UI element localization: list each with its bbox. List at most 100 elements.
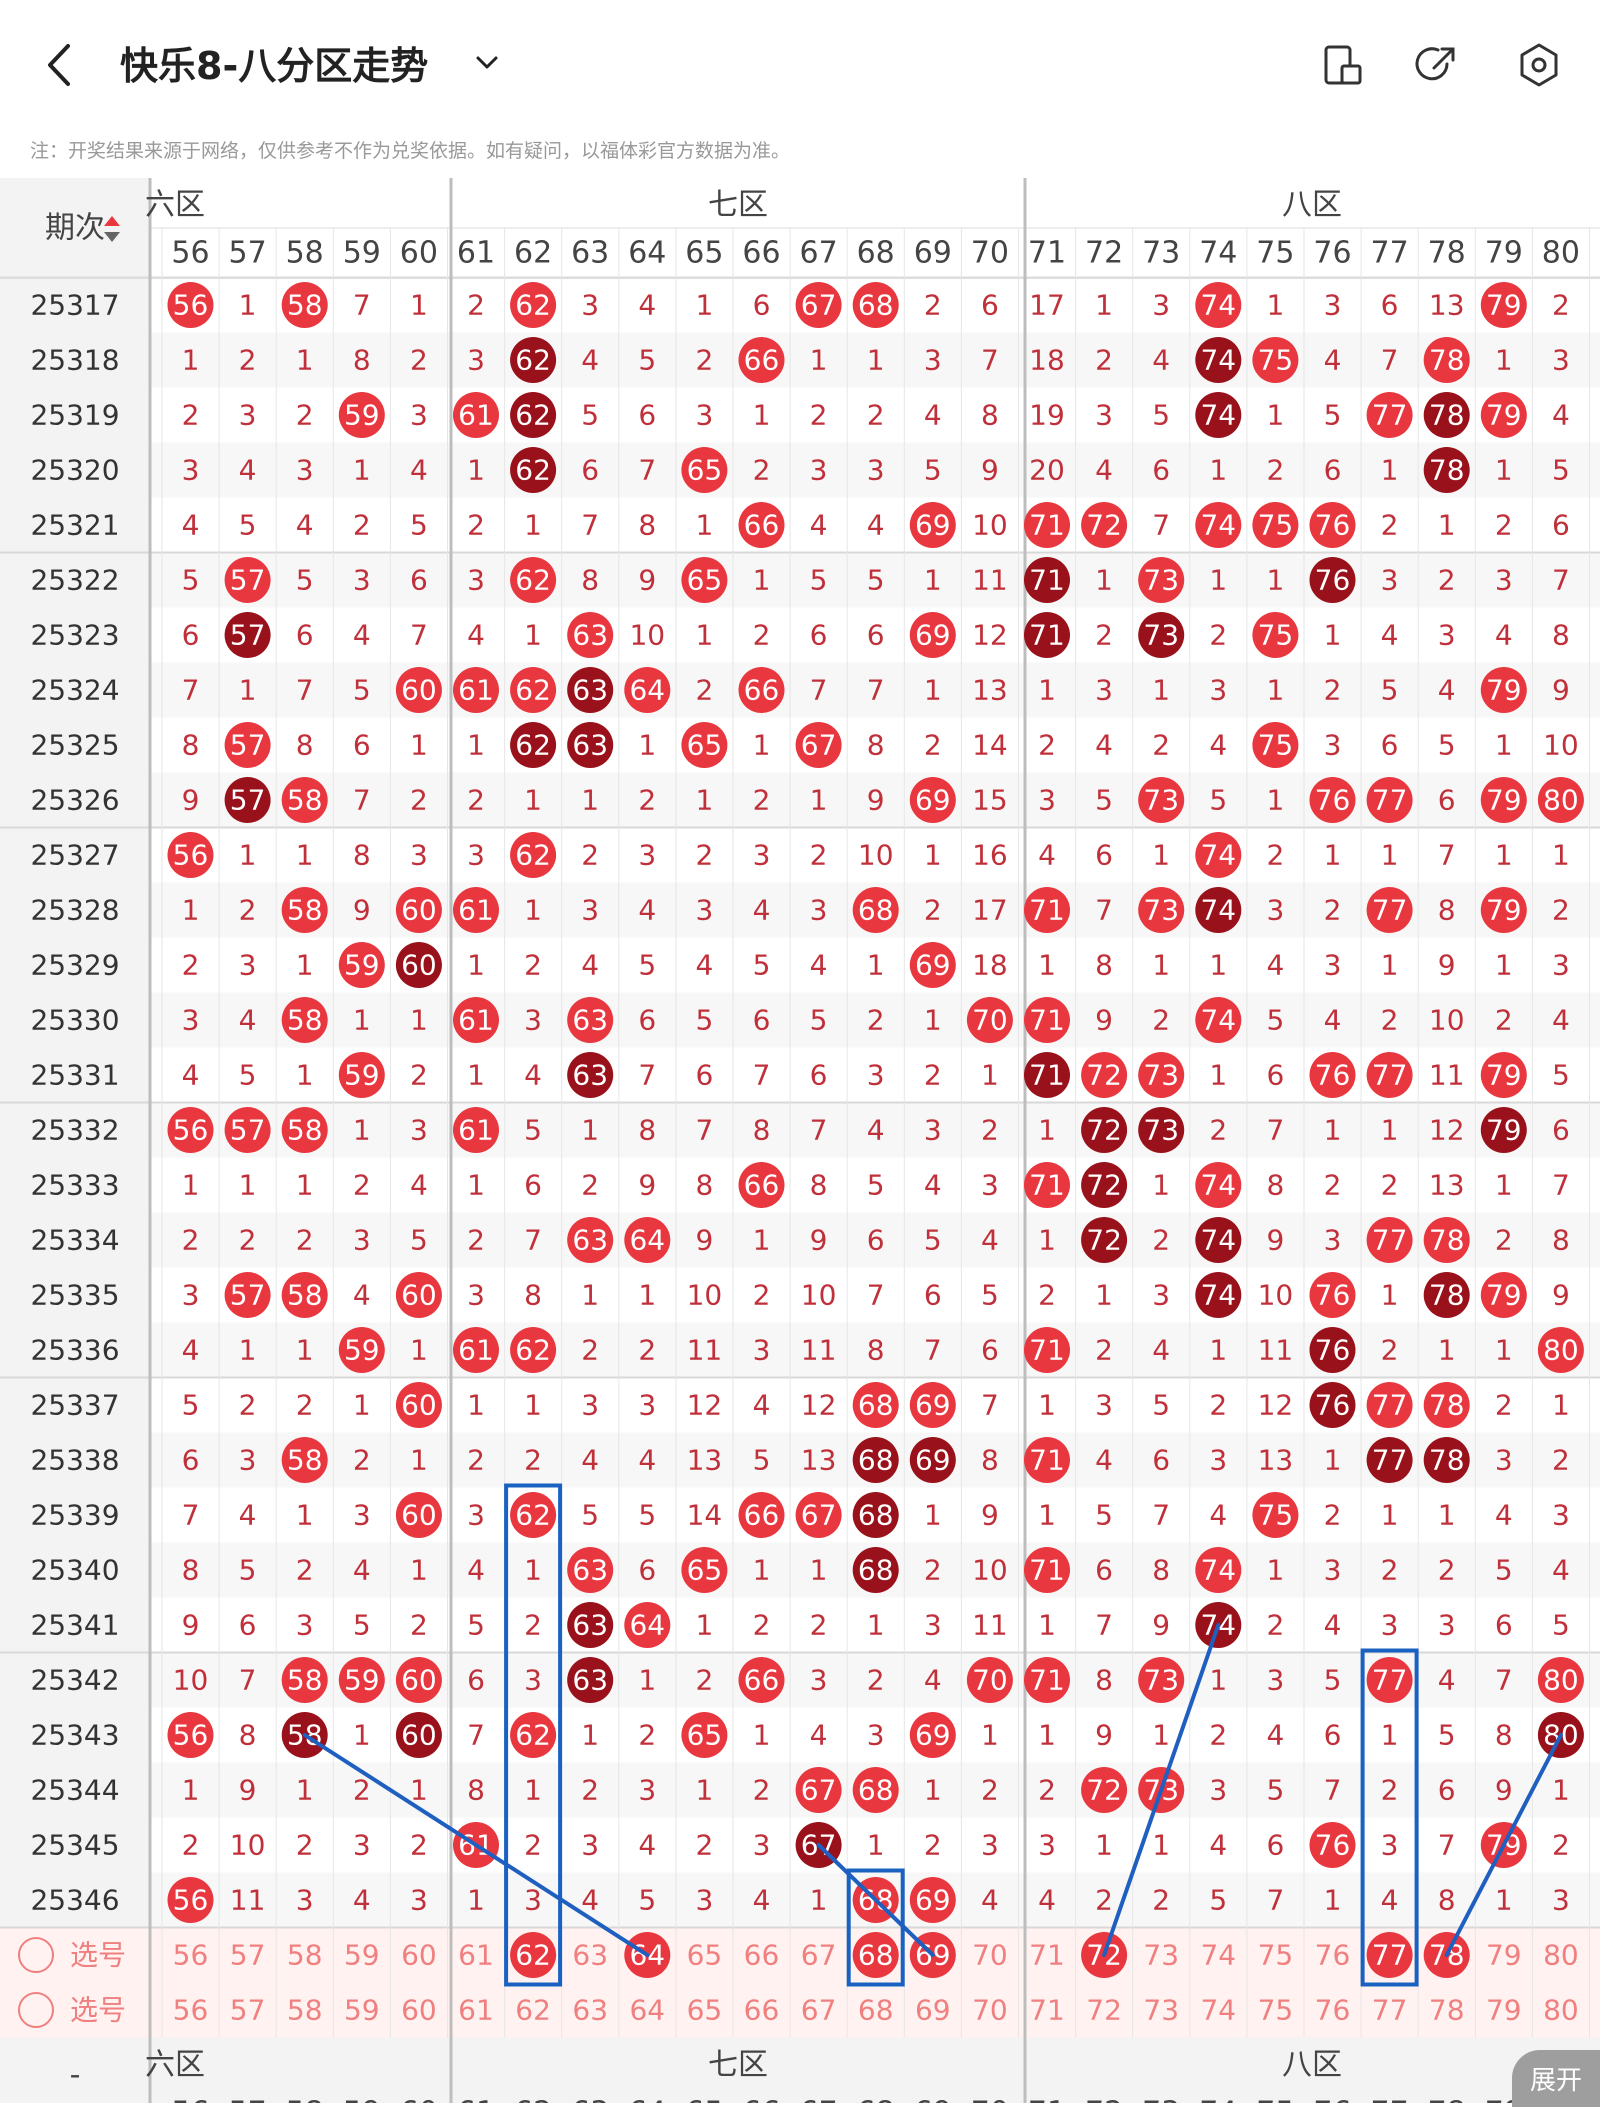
select-number[interactable]: 71 bbox=[1029, 1994, 1065, 2027]
selected-ball[interactable] bbox=[1366, 1932, 1413, 1978]
selected-ball[interactable] bbox=[510, 1932, 557, 1978]
select-row-label[interactable]: 选号 bbox=[70, 1994, 126, 2027]
select-number[interactable]: 74 bbox=[1200, 1994, 1236, 2027]
select-number[interactable]: 76 bbox=[1315, 1939, 1351, 1972]
miss-count: 1 bbox=[1152, 839, 1170, 872]
select-number[interactable]: 66 bbox=[744, 1994, 780, 2027]
select-number[interactable]: 56 bbox=[173, 1994, 209, 2027]
back-icon[interactable] bbox=[40, 40, 80, 90]
miss-count: 5 bbox=[753, 1444, 771, 1477]
disclaimer-note: 注：开奖结果来源于网络，仅供参考不作为兑奖依据。如有疑问，以福体彩官方数据为准。 bbox=[30, 140, 791, 162]
select-number[interactable]: 63 bbox=[572, 1994, 608, 2027]
select-number[interactable]: 61 bbox=[458, 1939, 494, 1972]
share-icon[interactable] bbox=[1412, 40, 1462, 90]
layout-icon[interactable] bbox=[1318, 40, 1368, 90]
hit-number: 59 bbox=[344, 1334, 380, 1367]
select-number[interactable]: 58 bbox=[287, 1994, 323, 2027]
select-number[interactable]: 65 bbox=[687, 1939, 723, 1972]
hit-number: 59 bbox=[344, 949, 380, 982]
select-number[interactable]: 79 bbox=[1486, 1939, 1522, 1972]
select-number[interactable]: 80 bbox=[1543, 1939, 1579, 1972]
select-number[interactable]: 62 bbox=[515, 1994, 551, 2027]
chevron-down-icon[interactable] bbox=[470, 46, 504, 80]
select-number[interactable]: 66 bbox=[744, 1939, 780, 1972]
miss-count: 2 bbox=[1381, 1169, 1399, 1202]
hit-ball bbox=[1309, 1382, 1356, 1428]
select-number[interactable]: 76 bbox=[1315, 1994, 1351, 2027]
select-number[interactable]: 65 bbox=[687, 1994, 723, 2027]
miss-count: 1 bbox=[524, 784, 542, 817]
hit-ball bbox=[1252, 612, 1299, 658]
hit-number: 74 bbox=[1200, 399, 1236, 432]
miss-count: 1 bbox=[296, 1334, 314, 1367]
select-number[interactable]: 57 bbox=[230, 1939, 266, 1972]
select-number[interactable]: 73 bbox=[1143, 1939, 1179, 1972]
select-number[interactable]: 68 bbox=[858, 1994, 894, 2027]
column-header-bottom: 70 bbox=[971, 2096, 1009, 2104]
sort-down-icon[interactable] bbox=[104, 232, 120, 242]
select-number[interactable]: 69 bbox=[915, 1994, 951, 2027]
miss-count: 5 bbox=[695, 1004, 713, 1037]
hit-ball bbox=[167, 1712, 214, 1758]
column-header: 77 bbox=[1371, 236, 1409, 271]
select-number[interactable]: 63 bbox=[572, 1939, 608, 1972]
select-number[interactable]: 75 bbox=[1258, 1939, 1294, 1972]
hit-number: 68 bbox=[858, 1389, 894, 1422]
select-number[interactable]: 80 bbox=[1543, 1994, 1579, 2027]
period-header[interactable]: 期次 bbox=[45, 211, 105, 246]
miss-count: 3 bbox=[353, 1499, 371, 1532]
miss-count: 2 bbox=[1324, 1499, 1342, 1532]
select-number[interactable]: 67 bbox=[801, 1939, 837, 1972]
miss-count: 10 bbox=[629, 619, 665, 652]
select-number[interactable]: 67 bbox=[801, 1994, 837, 2027]
selected-number[interactable]: 68 bbox=[858, 1939, 894, 1972]
miss-count: 4 bbox=[1495, 619, 1513, 652]
select-number[interactable]: 78 bbox=[1429, 1994, 1465, 2027]
select-number[interactable]: 71 bbox=[1029, 1939, 1065, 1972]
select-number[interactable]: 73 bbox=[1143, 1994, 1179, 2027]
hit-number: 65 bbox=[687, 1719, 723, 1752]
selected-number[interactable]: 62 bbox=[515, 1939, 551, 1972]
select-number[interactable]: 75 bbox=[1258, 1994, 1294, 2027]
miss-count: 3 bbox=[581, 1829, 599, 1862]
select-number[interactable]: 74 bbox=[1200, 1939, 1236, 1972]
select-number[interactable]: 60 bbox=[401, 1994, 437, 2027]
select-number[interactable]: 61 bbox=[458, 1994, 494, 2027]
select-number[interactable]: 72 bbox=[1086, 1994, 1122, 2027]
select-number[interactable]: 59 bbox=[344, 1994, 380, 2027]
select-radio[interactable] bbox=[18, 1937, 54, 1973]
select-number[interactable]: 58 bbox=[287, 1939, 323, 1972]
period-number: 25343 bbox=[30, 1719, 119, 1752]
select-number[interactable]: 70 bbox=[972, 1994, 1008, 2027]
miss-count: 4 bbox=[638, 289, 656, 322]
hit-number: 60 bbox=[401, 1389, 437, 1422]
hit-number: 73 bbox=[1143, 619, 1179, 652]
select-number[interactable]: 59 bbox=[344, 1939, 380, 1972]
miss-count: 9 bbox=[182, 784, 200, 817]
hit-number: 74 bbox=[1200, 1224, 1236, 1257]
miss-count: 6 bbox=[638, 1004, 656, 1037]
select-number[interactable]: 56 bbox=[173, 1939, 209, 1972]
select-number[interactable]: 64 bbox=[629, 1994, 665, 2027]
sort-up-icon[interactable] bbox=[104, 216, 120, 226]
select-number[interactable]: 77 bbox=[1372, 1994, 1408, 2027]
page-title[interactable]: 快乐8-八分区走势 bbox=[120, 44, 429, 88]
select-row-label[interactable]: 选号 bbox=[70, 1939, 126, 1972]
selected-ball[interactable] bbox=[852, 1932, 899, 1978]
miss-count: 2 bbox=[524, 1444, 542, 1477]
miss-count: 3 bbox=[1438, 1609, 1456, 1642]
select-number[interactable]: 79 bbox=[1486, 1994, 1522, 2027]
miss-count: 10 bbox=[858, 839, 894, 872]
miss-count: 3 bbox=[182, 1004, 200, 1037]
select-number[interactable]: 57 bbox=[230, 1994, 266, 2027]
hit-ball bbox=[567, 667, 614, 713]
expand-button[interactable]: 展开 bbox=[1512, 2050, 1600, 2107]
hit-number: 62 bbox=[515, 399, 551, 432]
select-number[interactable]: 60 bbox=[401, 1939, 437, 1972]
miss-count: 3 bbox=[1095, 1389, 1113, 1422]
settings-icon[interactable] bbox=[1514, 40, 1564, 90]
selected-number[interactable]: 77 bbox=[1372, 1939, 1408, 1972]
select-radio[interactable] bbox=[18, 1992, 54, 2028]
select-number[interactable]: 70 bbox=[972, 1939, 1008, 1972]
miss-count: 3 bbox=[1381, 1829, 1399, 1862]
